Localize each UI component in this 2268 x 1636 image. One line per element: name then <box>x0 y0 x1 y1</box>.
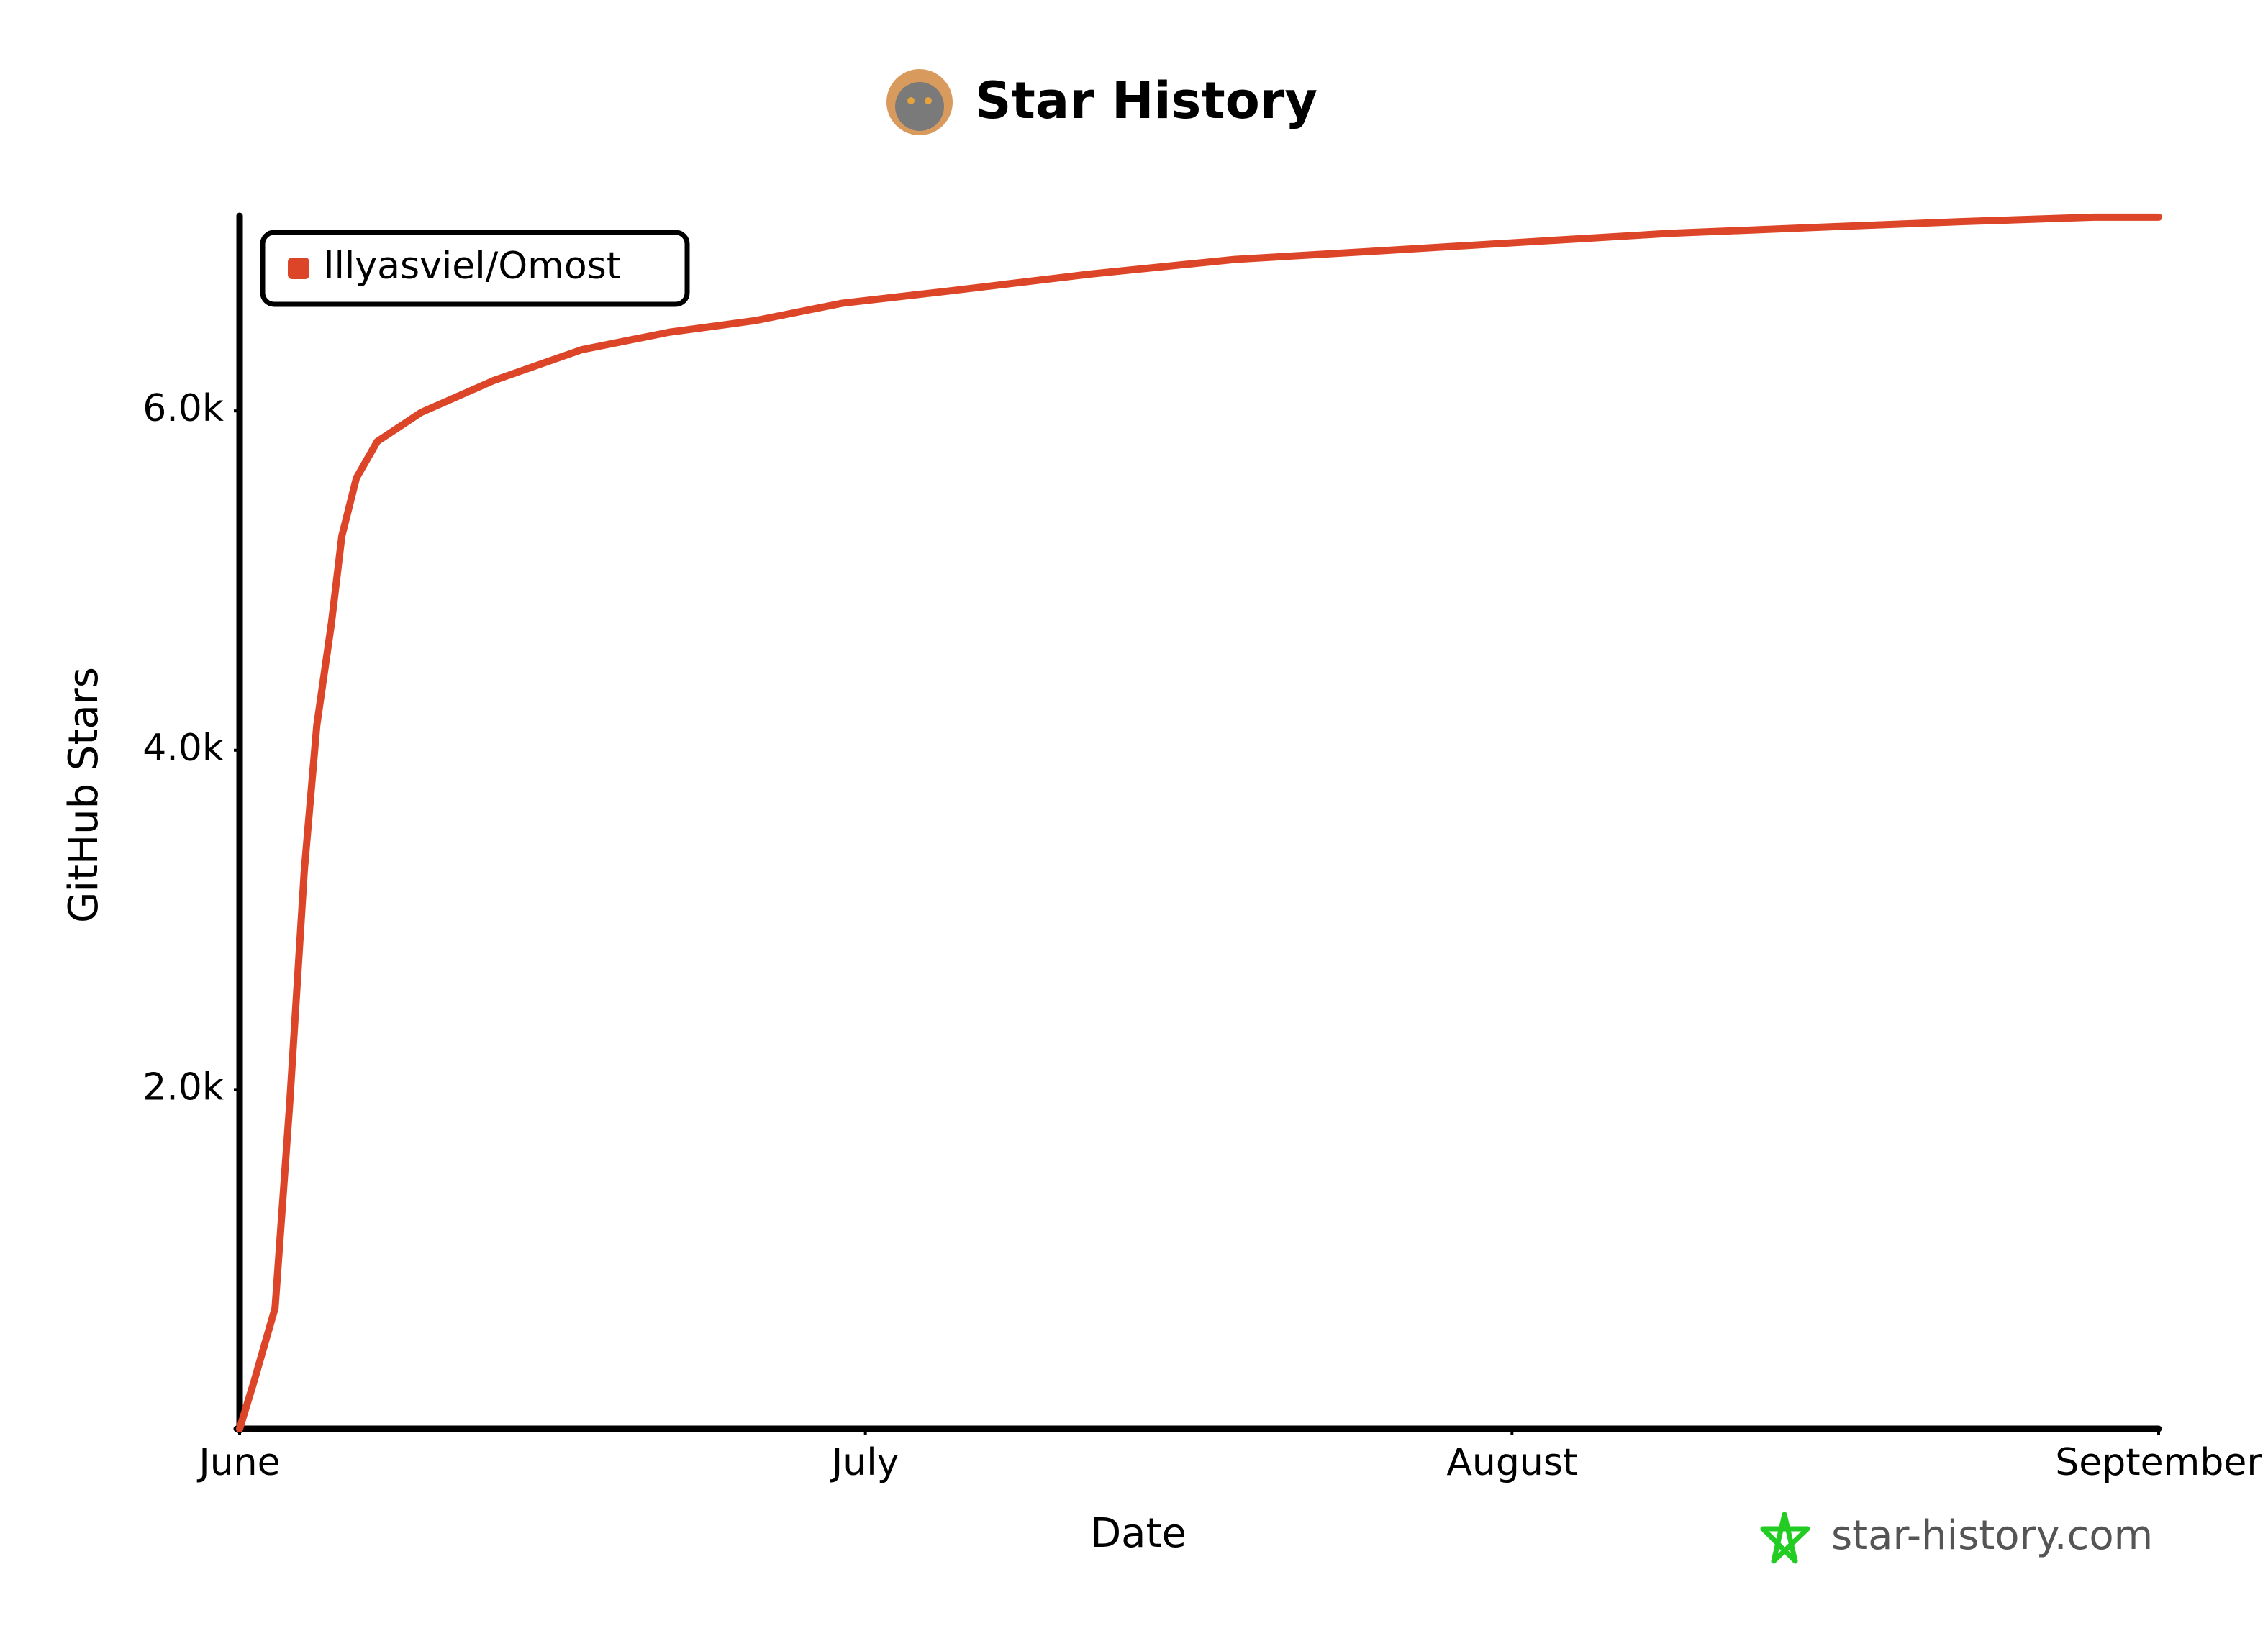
y-tick-label: 6.0k <box>142 387 224 430</box>
chart-title: Star History <box>975 71 1317 130</box>
legend-label: lllyasviel/Omost <box>324 245 621 288</box>
y-tick-label: 4.0k <box>142 727 224 770</box>
x-axis-label: Date <box>1090 1510 1187 1557</box>
watermark-text: star-history.com <box>1831 1512 2153 1559</box>
avatar <box>886 69 953 135</box>
x-tick-label: August <box>1446 1441 1577 1484</box>
y-axis-label: GitHub Stars <box>60 667 107 923</box>
legend-swatch <box>288 258 309 279</box>
x-tick-label: June <box>196 1441 280 1484</box>
x-tick-label: September <box>2055 1441 2262 1484</box>
x-tick-label: July <box>830 1441 899 1484</box>
y-tick-label: 2.0k <box>142 1065 224 1109</box>
series-line <box>236 213 2162 1432</box>
legend-box <box>260 230 690 307</box>
watermark: star-history.com <box>1760 1512 2153 1564</box>
